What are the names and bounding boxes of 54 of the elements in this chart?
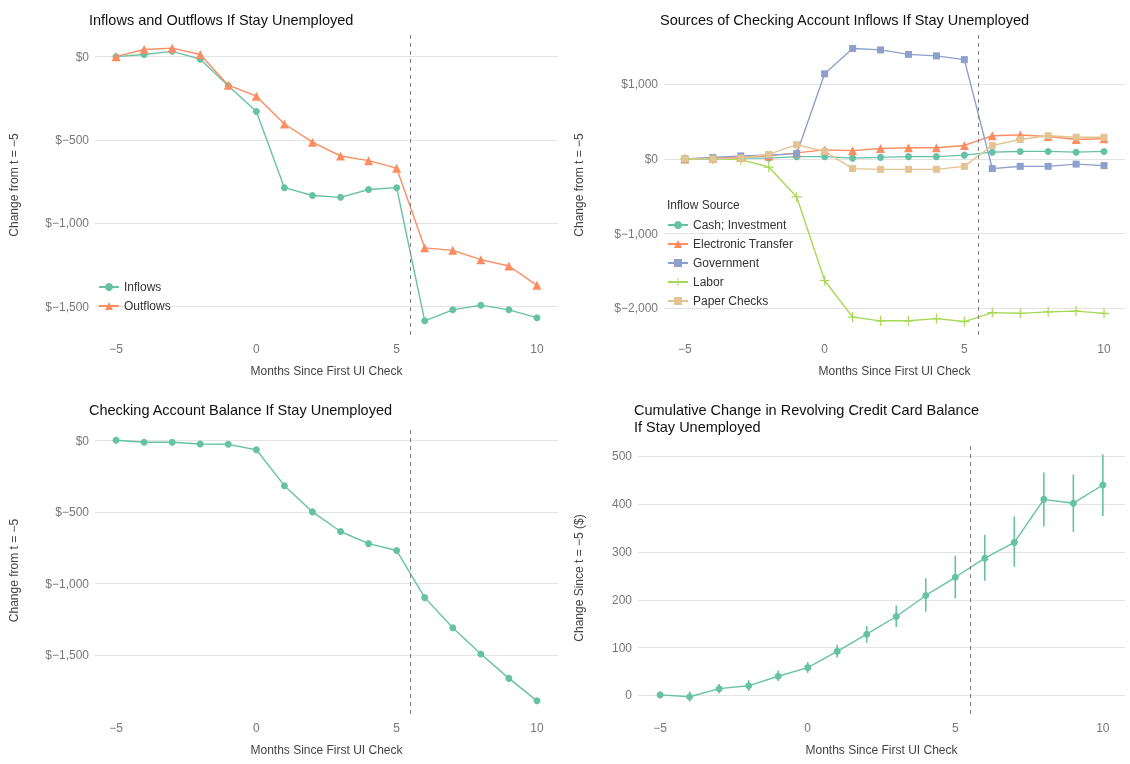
- y-tick-label: $−1,500: [45, 299, 90, 314]
- y-tick-label: $0: [75, 49, 90, 64]
- x-tick-label: 10: [1096, 721, 1110, 735]
- y-tick-label: 100: [611, 640, 633, 655]
- y-axis-title: Change from t = −5: [7, 518, 21, 623]
- legend-label: Inflows: [124, 280, 162, 294]
- y-tick-label: $−1,500: [45, 648, 90, 663]
- x-tick-label: 5: [393, 721, 401, 735]
- y-tick-label: $0: [75, 433, 90, 448]
- legend-label: Electronic Transfer: [693, 237, 794, 251]
- x-tick-label: −5: [109, 721, 124, 735]
- legend-label: Labor: [693, 275, 724, 289]
- chart-title: Inflows and Outflows If Stay Unemployed: [89, 11, 354, 28]
- x-tick-label: 10: [1097, 342, 1112, 356]
- x-tick-label: −5: [678, 342, 693, 356]
- y-tick-label: $−500: [55, 505, 90, 520]
- legend-label: Cash; Investment: [693, 218, 788, 232]
- legend-label: Government: [693, 256, 760, 270]
- x-tick-label: 5: [961, 342, 968, 356]
- x-axis-title: Months Since First UI Check: [250, 364, 404, 378]
- x-tick-label: −5: [653, 721, 668, 735]
- x-tick-label: 0: [821, 342, 829, 356]
- x-tick-label: 5: [951, 721, 959, 735]
- x-tick-label: 0: [253, 721, 260, 735]
- y-tick-label: $−2,000: [614, 301, 659, 316]
- x-tick-label: 10: [530, 342, 544, 356]
- y-axis-title: Change from t = −5: [572, 132, 586, 237]
- x-axis-title: Months Since First UI Check: [818, 364, 972, 378]
- chart-title: Cumulative Change in Revolving Credit Card Balance If Stay Unemployed: [634, 401, 979, 435]
- chart-title: Sources of Checking Account Inflows If Stay Unemployed: [660, 11, 1030, 28]
- x-tick-label: 0: [253, 342, 260, 356]
- y-tick-label: 400: [611, 497, 633, 512]
- x-tick-label: 0: [804, 721, 812, 735]
- y-tick-label: 300: [611, 544, 633, 559]
- y-tick-label: $−1,000: [45, 216, 90, 231]
- y-tick-label: $−1,000: [614, 226, 659, 241]
- legend-label: Paper Checks: [693, 294, 769, 308]
- x-tick-label: 10: [530, 721, 544, 735]
- y-tick-label: $−500: [55, 133, 90, 147]
- x-axis-title: Months Since First UI Check: [805, 743, 959, 757]
- legend-label: Outflows: [124, 299, 171, 313]
- x-tick-label: −5: [109, 342, 124, 356]
- y-tick-label: 0: [625, 688, 633, 703]
- y-tick-label: $1,000: [621, 77, 659, 92]
- legend-title: Inflow Source: [667, 198, 741, 212]
- x-tick-label: 5: [393, 342, 401, 356]
- y-tick-label: $−1,000: [45, 576, 90, 591]
- y-axis-title: Change from t = −5: [7, 132, 21, 237]
- y-tick-label: 200: [611, 592, 633, 607]
- chart-title: Checking Account Balance If Stay Unemployed: [89, 401, 393, 418]
- x-axis-title: Months Since First UI Check: [250, 743, 404, 757]
- y-tick-label: 500: [611, 449, 633, 464]
- y-tick-label: $0: [644, 151, 659, 166]
- y-axis-title: Change Since t = −5 ($): [572, 514, 586, 642]
